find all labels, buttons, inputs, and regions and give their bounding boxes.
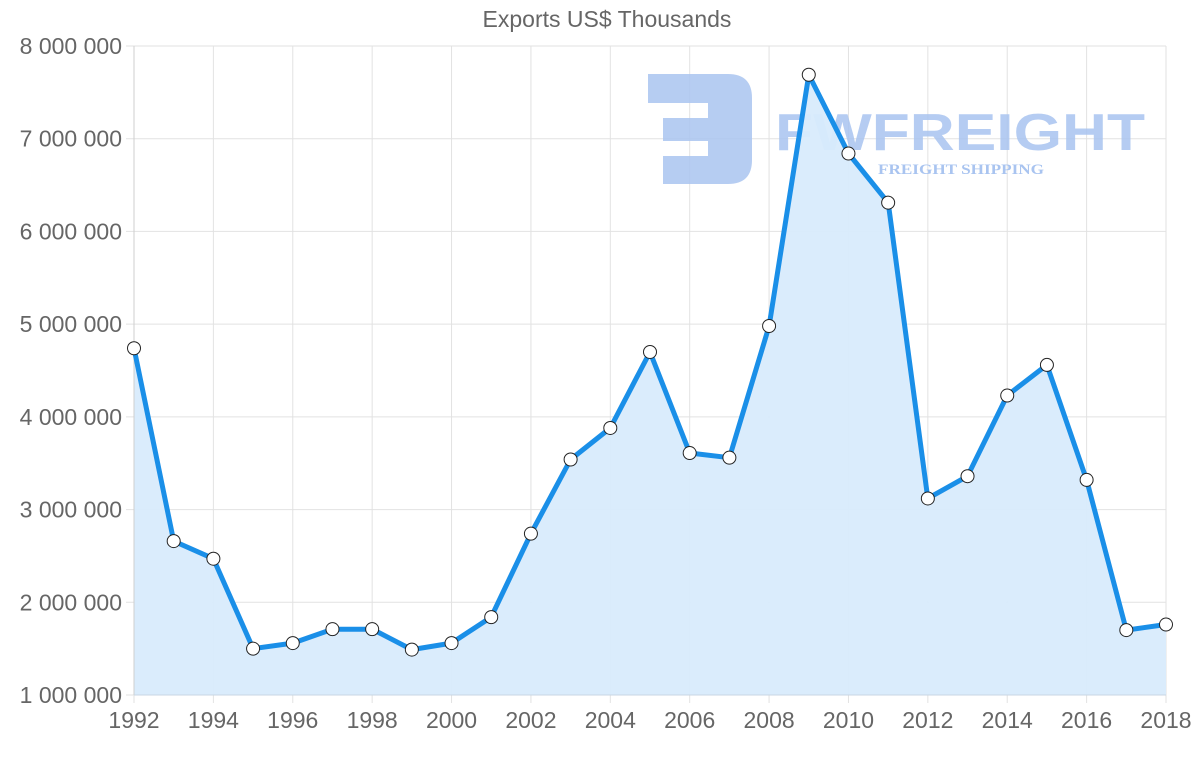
data-point xyxy=(365,622,380,637)
x-tick-label: 1992 xyxy=(108,707,159,733)
y-axis-ticks: 1 000 000 2 000 000 3 000 000 4 000 000 5 00… xyxy=(20,33,122,708)
x-tick-label: 2010 xyxy=(823,707,874,733)
data-point xyxy=(127,341,141,356)
data-point xyxy=(285,636,300,651)
series-area xyxy=(134,74,1166,695)
data-point xyxy=(841,146,856,161)
x-axis-ticks: 1992 1994 1996 1998 2000 2002 2004 2006 2008 2010… xyxy=(108,707,1191,733)
data-point xyxy=(960,469,975,484)
data-point xyxy=(682,446,697,461)
data-point xyxy=(643,344,657,359)
data-point xyxy=(722,450,737,465)
x-tick-label: 2004 xyxy=(585,707,636,733)
data-point xyxy=(1159,617,1173,632)
data-points xyxy=(127,67,1173,657)
y-tick-label: 4 000 000 xyxy=(20,404,122,430)
data-point xyxy=(801,67,816,82)
x-tick-label: 2014 xyxy=(982,707,1033,733)
data-point xyxy=(444,636,459,651)
x-tick-label: 2002 xyxy=(505,707,556,733)
x-tick-label: 2012 xyxy=(902,707,953,733)
chart-title: Exports US$ Thousands xyxy=(482,6,732,32)
data-point xyxy=(523,526,538,541)
data-point xyxy=(206,551,221,566)
data-point xyxy=(246,641,261,656)
data-point xyxy=(1039,357,1054,372)
x-tick-label: 2018 xyxy=(1140,707,1191,733)
y-tick-label: 2 000 000 xyxy=(20,589,122,615)
y-tick-label: 5 000 000 xyxy=(20,311,122,337)
area-fill xyxy=(134,74,1166,695)
x-tick-label: 1998 xyxy=(347,707,398,733)
data-point xyxy=(603,420,618,435)
data-point xyxy=(166,534,181,549)
data-point xyxy=(1119,623,1134,638)
data-point xyxy=(563,452,578,467)
y-tick-label: 7 000 000 xyxy=(20,126,122,152)
fwfreight-logo-icon xyxy=(648,74,752,184)
watermark-logo: FWFREIGHT FREIGHT SHIPPING xyxy=(648,74,1145,184)
data-point xyxy=(1079,472,1094,487)
data-point xyxy=(920,491,935,506)
data-point xyxy=(404,642,419,657)
x-tick-label: 2016 xyxy=(1061,707,1112,733)
axes xyxy=(133,46,1166,696)
x-tick-label: 2000 xyxy=(426,707,477,733)
y-tick-label: 3 000 000 xyxy=(20,497,122,523)
watermark-tagline-text: FREIGHT SHIPPING xyxy=(878,162,1044,178)
x-tick-label: 2006 xyxy=(664,707,715,733)
x-tick-label: 2008 xyxy=(743,707,794,733)
y-tick-label: 8 000 000 xyxy=(20,33,122,59)
data-point xyxy=(484,610,499,625)
data-point xyxy=(1000,388,1015,403)
y-tick-label: 6 000 000 xyxy=(20,218,122,244)
x-tick-label: 1994 xyxy=(188,707,239,733)
data-point xyxy=(762,318,777,333)
y-tick-label: 1 000 000 xyxy=(20,682,122,708)
data-point xyxy=(881,195,896,210)
x-tick-label: 1996 xyxy=(267,707,318,733)
data-point xyxy=(325,622,340,637)
